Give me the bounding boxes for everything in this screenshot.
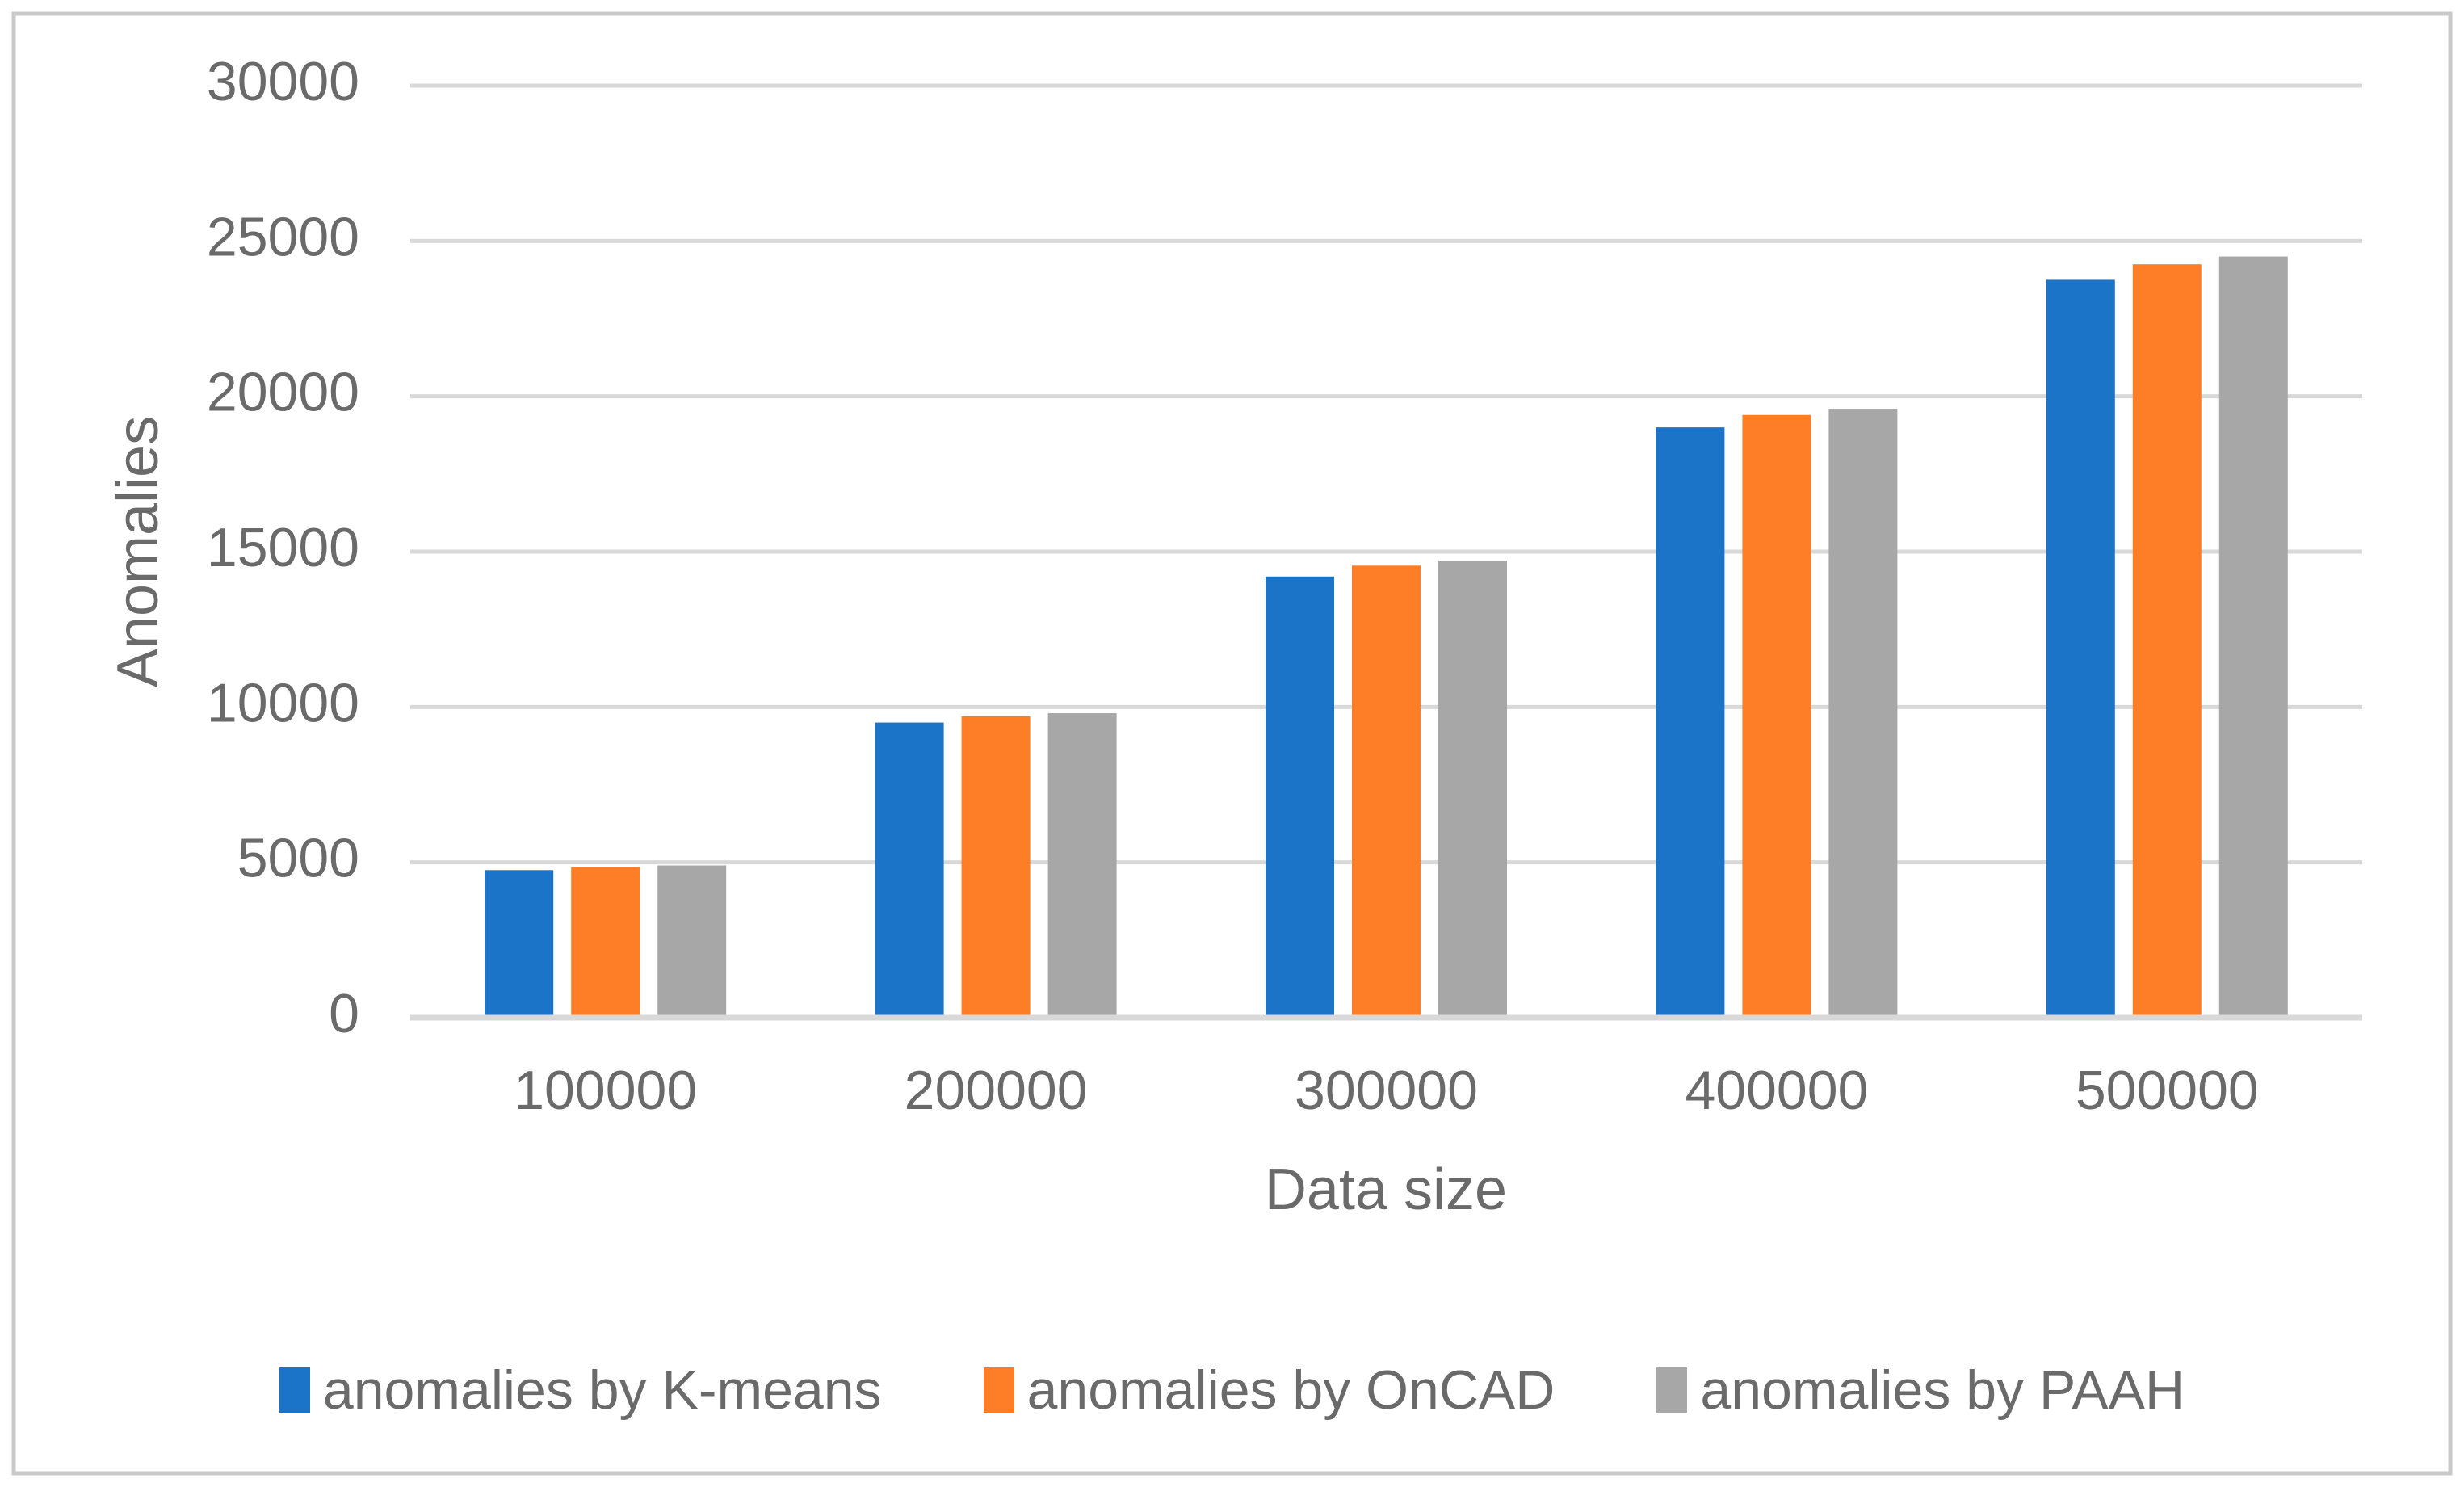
x-tick-labels: 100000 200000 300000 400000 500000	[514, 1060, 2259, 1121]
y-tick-label: 20000	[207, 362, 359, 423]
bar-300000-anomalies-by-K-means	[1266, 576, 1334, 1019]
y-tick-labels: 0 5000 10000 15000 20000 25000 30000	[207, 51, 359, 1044]
x-tick-label: 400000	[1685, 1060, 1868, 1121]
y-tick-label: 0	[329, 983, 359, 1044]
legend: anomalies by K-means anomalies by OnCAD an…	[0, 1359, 2464, 1422]
bar-100000-anomalies-by-PAAH	[657, 865, 727, 1019]
bar-400000-anomalies-by-PAAH	[1828, 409, 1898, 1019]
legend-swatch-icon	[1656, 1367, 1688, 1413]
bar-100000-anomalies-by-K-means	[485, 870, 554, 1019]
bar-300000-anomalies-by-PAAH	[1438, 561, 1507, 1019]
x-tick-label: 300000	[1295, 1060, 1478, 1121]
legend-label: anomalies by K-means	[322, 1359, 882, 1421]
bar-200000-anomalies-by-K-means	[875, 722, 944, 1019]
bar-500000-anomalies-by-OnCAD	[2132, 264, 2202, 1019]
legend-label: anomalies by PAAH	[1700, 1359, 2185, 1421]
legend-item-3: anomalies by PAAH	[1656, 1359, 2185, 1422]
figure-border	[11, 11, 2453, 1476]
bar-200000-anomalies-by-OnCAD	[961, 716, 1031, 1019]
y-tick-label: 15000	[207, 517, 359, 578]
y-axis-title: Anomalies	[106, 416, 170, 687]
x-tick-label: 500000	[2076, 1060, 2259, 1121]
bar-400000-anomalies-by-K-means	[1656, 427, 1725, 1019]
bar-500000-anomalies-by-K-means	[2046, 279, 2115, 1020]
legend-item-1: anomalies by K-means	[279, 1359, 882, 1422]
bar-200000-anomalies-by-PAAH	[1047, 713, 1117, 1019]
bar-500000-anomalies-by-PAAH	[2218, 256, 2288, 1020]
legend-swatch-icon	[279, 1367, 310, 1413]
y-tick-label: 25000	[207, 206, 359, 267]
y-tick-label: 10000	[207, 672, 359, 733]
legend-label: anomalies by OnCAD	[1026, 1359, 1555, 1421]
bar-400000-anomalies-by-OnCAD	[1742, 414, 1811, 1019]
legend-item-2: anomalies by OnCAD	[983, 1359, 1555, 1422]
legend-swatch-icon	[983, 1367, 1014, 1413]
y-tick-label: 30000	[207, 51, 359, 112]
x-axis-title: Data size	[1265, 1157, 1507, 1222]
bars	[485, 256, 2288, 1020]
gridlines	[410, 83, 2362, 865]
x-tick-label: 200000	[905, 1060, 1088, 1121]
y-tick-label: 5000	[237, 828, 359, 889]
x-tick-label: 100000	[514, 1060, 697, 1121]
bar-100000-anomalies-by-OnCAD	[571, 867, 640, 1019]
bar-300000-anomalies-by-OnCAD	[1352, 565, 1421, 1019]
